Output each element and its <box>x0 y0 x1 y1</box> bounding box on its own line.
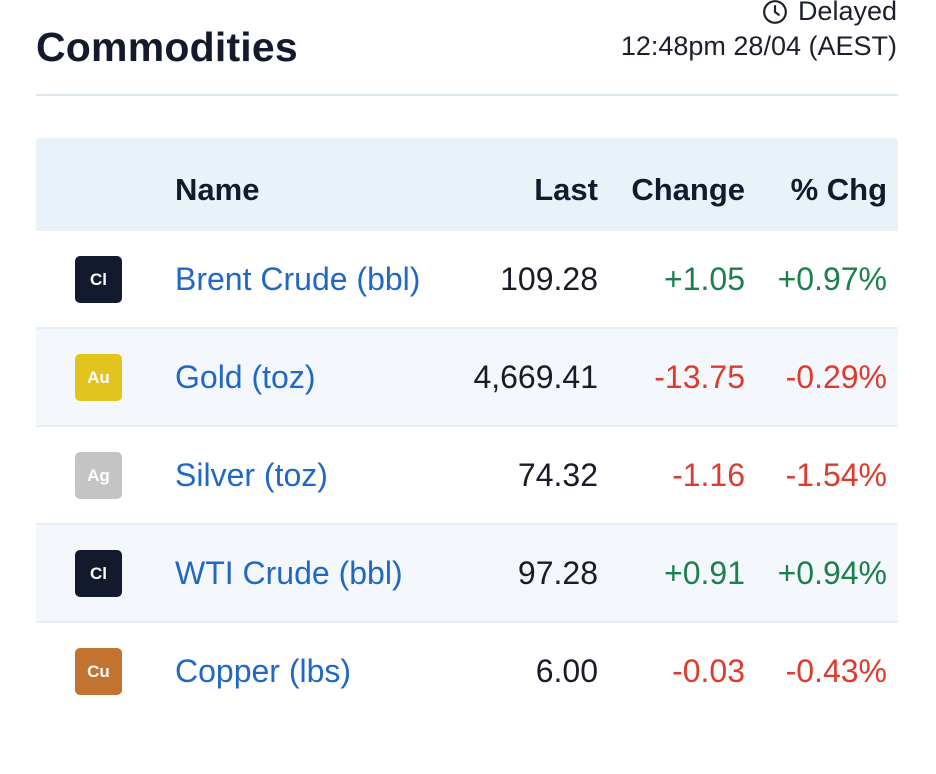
percent-change: +0.97% <box>777 261 887 297</box>
column-header-pct-change[interactable]: % Chg <box>790 172 887 207</box>
clock-icon <box>763 0 787 24</box>
table-row: Cu Copper (lbs) 6.00 -0.03 -0.43% <box>36 623 898 719</box>
percent-change: +0.94% <box>777 555 887 591</box>
column-header-last[interactable]: Last <box>534 172 598 207</box>
percent-change: -0.43% <box>785 653 887 689</box>
price-change: -0.03 <box>672 653 745 689</box>
divider <box>36 94 898 96</box>
table-row: Au Gold (toz) 4,669.41 -13.75 -0.29% <box>36 329 898 427</box>
commodity-badge: Cl <box>75 256 122 303</box>
last-price: 109.28 <box>500 261 598 297</box>
commodity-name-link[interactable]: Copper (lbs) <box>175 653 352 689</box>
last-price: 74.32 <box>517 457 598 493</box>
table-row: Cl Brent Crude (bbl) 109.28 +1.05 +0.97% <box>36 231 898 329</box>
price-change: +1.05 <box>664 261 745 297</box>
commodity-name-link[interactable]: WTI Crude (bbl) <box>175 555 403 591</box>
table-row: Cl WTI Crude (bbl) 97.28 +0.91 +0.94% <box>36 525 898 623</box>
table-row: Ag Silver (toz) 74.32 -1.16 -1.54% <box>36 427 898 525</box>
commodity-name-link[interactable]: Silver (toz) <box>175 457 328 493</box>
commodity-badge: Cl <box>75 550 122 597</box>
commodities-table: Name Last Change % Chg Cl Brent Crude (b… <box>36 138 898 719</box>
timestamp: 12:48pm 28/04 (AEST) <box>620 31 897 61</box>
percent-change: -1.54% <box>785 457 887 493</box>
price-change: +0.91 <box>664 555 745 591</box>
delayed-indicator: Delayed <box>762 0 897 27</box>
column-header-name[interactable]: Name <box>175 172 260 207</box>
last-price: 6.00 <box>535 653 598 689</box>
table-header: Name Last Change % Chg <box>36 138 898 231</box>
last-price: 4,669.41 <box>473 359 598 395</box>
commodity-badge: Ag <box>75 452 122 499</box>
price-change: -1.16 <box>672 457 745 493</box>
page-title: Commodities <box>36 24 298 70</box>
commodity-name-link[interactable]: Gold (toz) <box>175 359 316 395</box>
price-change: -13.75 <box>654 359 745 395</box>
commodity-badge: Cu <box>75 648 122 695</box>
delayed-label: Delayed <box>797 0 897 26</box>
percent-change: -0.29% <box>785 359 887 395</box>
last-price: 97.28 <box>517 555 598 591</box>
commodity-badge: Au <box>75 354 122 401</box>
column-header-change[interactable]: Change <box>631 172 745 207</box>
commodity-name-link[interactable]: Brent Crude (bbl) <box>175 261 421 297</box>
